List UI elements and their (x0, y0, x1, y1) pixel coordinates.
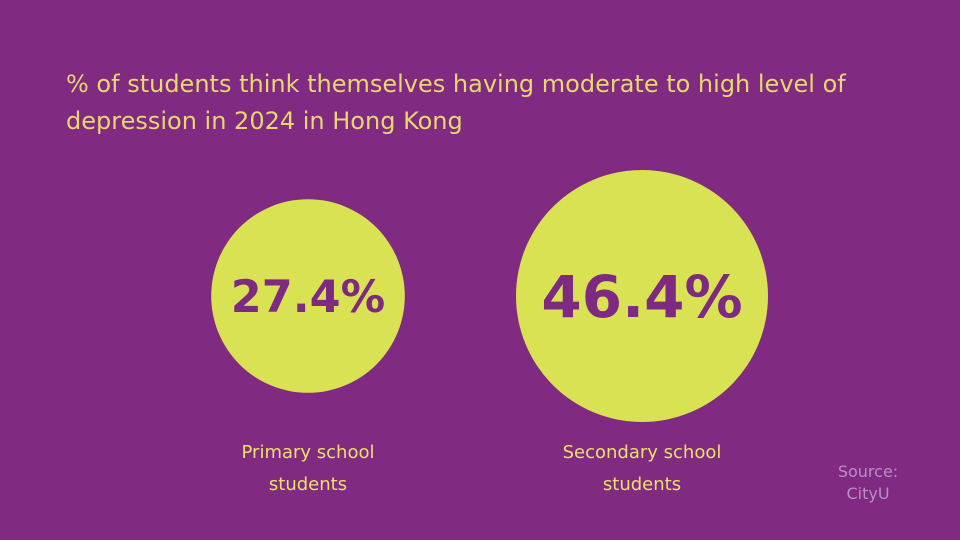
category-label-secondary-line-1: Secondary school (562, 442, 722, 463)
category-label-secondary: Secondary school students (532, 437, 752, 501)
source-label: Source: (837, 462, 899, 481)
chart-title: % of students think themselves having mo… (66, 66, 866, 140)
category-label-primary-line-2: students (268, 474, 348, 495)
chart-title-line-2: depression in 2024 in Hong Kong (66, 107, 463, 135)
bubble-secondary (516, 170, 768, 422)
value-label-secondary: 46.4% (541, 263, 742, 331)
category-label-secondary-line-2: students (602, 474, 682, 495)
value-label-primary: 27.4% (231, 272, 385, 323)
category-label-primary-line-1: Primary school (241, 442, 375, 463)
source-note: Source: CityU (822, 461, 914, 505)
chart-title-line-1: % of students think themselves having mo… (66, 70, 846, 98)
source-name: CityU (846, 484, 890, 503)
bubble-primary (211, 199, 405, 393)
category-label-primary: Primary school students (198, 437, 418, 501)
